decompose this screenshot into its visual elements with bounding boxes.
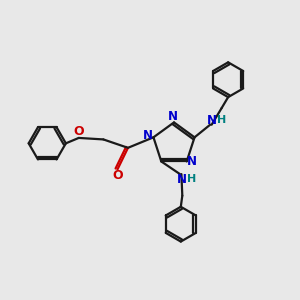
Text: H: H <box>217 115 226 125</box>
Text: O: O <box>74 125 84 138</box>
Text: N: N <box>176 173 186 186</box>
Text: N: N <box>143 129 153 142</box>
Text: N: N <box>167 110 178 124</box>
Text: O: O <box>112 169 123 182</box>
Text: H: H <box>187 174 196 184</box>
Text: N: N <box>187 155 197 168</box>
Text: N: N <box>207 114 217 127</box>
